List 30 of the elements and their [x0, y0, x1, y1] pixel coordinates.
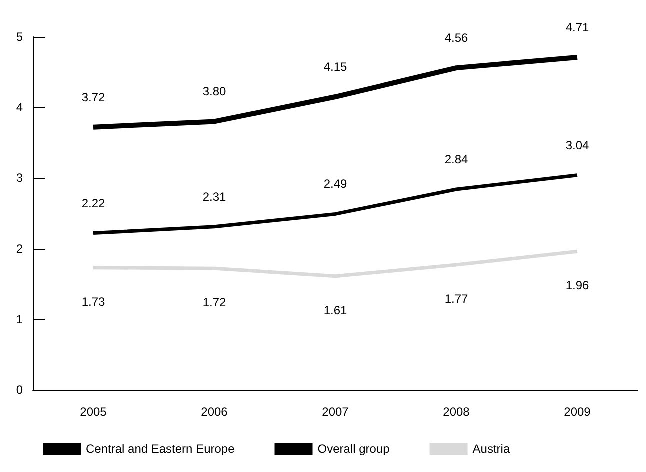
x-tick-label: 2008: [443, 405, 470, 419]
y-tick-label: 1: [16, 312, 24, 326]
x-tick-label: 2007: [322, 405, 350, 419]
x-tick-label: 2009: [564, 405, 592, 419]
data-label: 4.71: [566, 20, 590, 34]
x-tick-label: 2006: [201, 405, 228, 419]
data-label: 1.72: [202, 296, 226, 310]
line-series: [92, 250, 580, 278]
data-label: 1.73: [82, 294, 106, 309]
legend-label: Austria: [472, 442, 510, 456]
data-label: 4.56: [444, 31, 468, 46]
data-label: 2.31: [202, 190, 226, 204]
data-label: 4.15: [324, 60, 348, 74]
data-label: 3.72: [82, 90, 106, 104]
y-tick-label: 5: [16, 30, 24, 44]
y-tick-label: 4: [16, 100, 24, 115]
data-label: 1.77: [444, 292, 468, 306]
y-tick-label: 2: [16, 242, 24, 256]
data-label: 2.84: [444, 152, 468, 166]
legend-label: Overall group: [318, 442, 390, 456]
data-label: 1.96: [566, 278, 590, 293]
data-label: 2.49: [324, 177, 348, 192]
y-tick-label: 3: [16, 171, 24, 186]
y-tick-label: 0: [16, 383, 24, 397]
data-label: 3.04: [566, 138, 590, 152]
data-label: 2.22: [82, 196, 106, 210]
legend-label: Central and Eastern Europe: [86, 442, 236, 456]
data-label: 3.80: [202, 84, 226, 99]
x-tick-label: 2005: [80, 405, 108, 419]
data-label: 1.61: [324, 303, 348, 318]
